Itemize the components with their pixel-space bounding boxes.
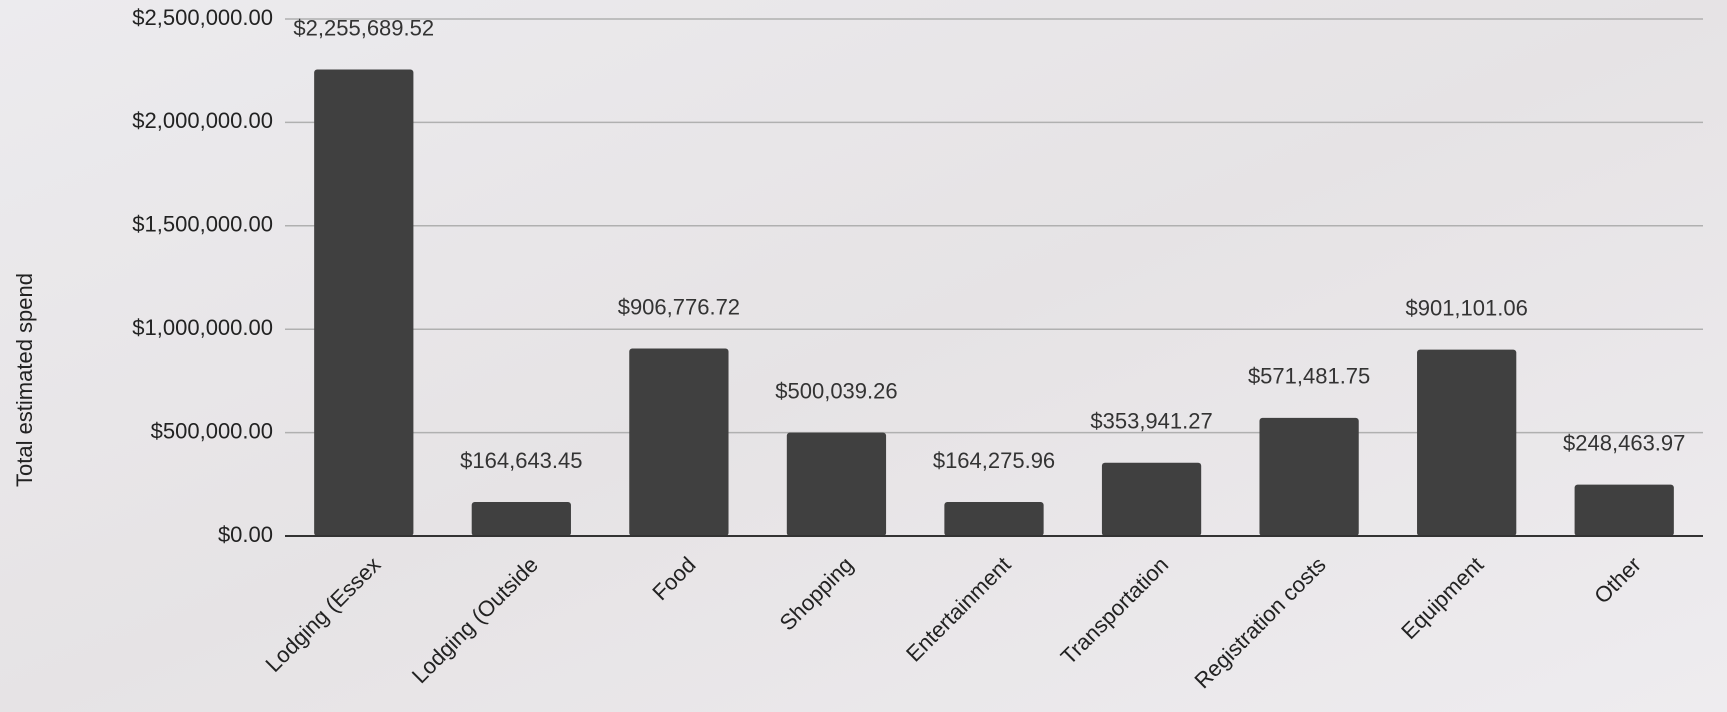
bar (471, 501, 571, 536)
y-tick-label: $0.00 (218, 522, 273, 547)
value-label: $901,101.06 (1405, 295, 1527, 320)
y-tick-label: $500,000.00 (151, 418, 273, 443)
value-label: $248,463.97 (1563, 430, 1685, 455)
value-label: $571,481.75 (1248, 364, 1370, 389)
bar (629, 348, 729, 536)
value-label: $164,275.96 (933, 448, 1055, 473)
bar (1417, 349, 1517, 536)
bar (1101, 462, 1202, 536)
y-tick-label: $2,500,000.00 (132, 5, 273, 30)
value-label: $500,039.26 (775, 378, 897, 403)
bar (1574, 484, 1674, 536)
y-tick-label: $1,000,000.00 (132, 315, 273, 340)
bar (1259, 417, 1359, 536)
bar (944, 502, 1044, 536)
value-label: $2,255,689.52 (293, 15, 434, 40)
bar (786, 432, 887, 536)
value-label: $164,643.45 (460, 448, 582, 473)
value-label: $906,776.72 (618, 294, 740, 319)
bar (314, 69, 414, 536)
value-label: $353,941.27 (1090, 409, 1212, 434)
y-axis-title: Total estimated spend (12, 273, 37, 487)
y-tick-label: $1,500,000.00 (132, 212, 273, 237)
y-tick-label: $2,000,000.00 (132, 108, 273, 133)
